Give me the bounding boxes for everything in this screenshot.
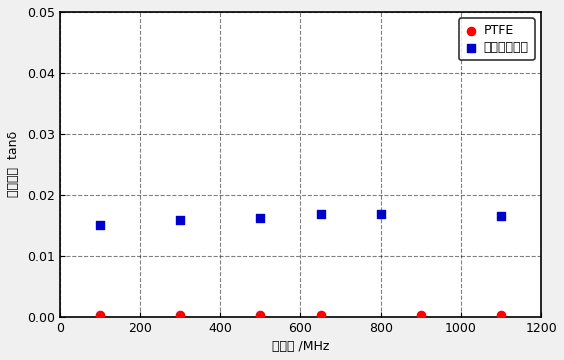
PTFE [416,312,425,318]
PTFE [316,312,325,318]
PTFE [95,312,104,318]
回路基板材料 [496,213,505,219]
回路基板材料 [376,211,385,217]
回路基板材料 [256,215,265,221]
PTFE [175,312,184,318]
PTFE [256,312,265,318]
回路基板材料 [95,222,104,228]
X-axis label: 周波数 /MHz: 周波数 /MHz [272,340,329,353]
回路基板材料 [175,217,184,223]
回路基板材料 [316,211,325,217]
Legend: PTFE, 回路基板材料: PTFE, 回路基板材料 [459,18,535,60]
Y-axis label: 誘電正接  tanδ: 誘電正接 tanδ [7,131,20,197]
PTFE [496,312,505,318]
